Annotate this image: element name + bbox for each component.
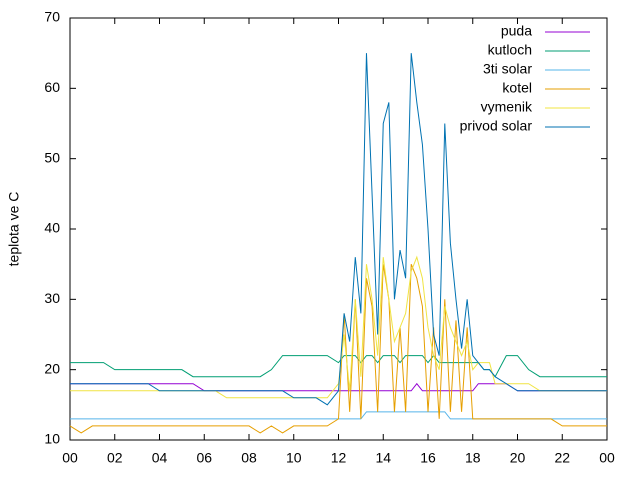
y-tick-label: 10 bbox=[44, 431, 60, 447]
series-line bbox=[69, 263, 607, 434]
legend-label: kotel bbox=[502, 80, 532, 96]
x-tick-label: 12 bbox=[331, 450, 347, 466]
series-line bbox=[70, 354, 607, 378]
series-line bbox=[70, 53, 607, 406]
legend-label: kutloch bbox=[488, 42, 532, 58]
x-tick-label: 02 bbox=[107, 450, 123, 466]
x-tick-label: 10 bbox=[286, 450, 302, 466]
legend-label: puda bbox=[501, 23, 532, 39]
legend-label: 3ti solar bbox=[483, 61, 532, 77]
y-tick-label: 30 bbox=[44, 290, 60, 306]
legend-label: privod solar bbox=[460, 118, 533, 134]
x-tick-label: 06 bbox=[196, 450, 212, 466]
y-tick-label: 40 bbox=[44, 220, 60, 236]
y-tick-label: 50 bbox=[44, 149, 60, 165]
x-tick-label: 22 bbox=[554, 450, 570, 466]
series-line bbox=[70, 255, 607, 399]
y-tick-label: 70 bbox=[44, 9, 60, 25]
x-tick-label: 00 bbox=[599, 450, 615, 466]
y-tick-label: 60 bbox=[44, 79, 60, 95]
legend-label: vymenik bbox=[481, 99, 533, 115]
x-tick-label: 20 bbox=[510, 450, 526, 466]
x-tick-label: 08 bbox=[241, 450, 257, 466]
series-line bbox=[70, 382, 607, 392]
x-tick-label: 00 bbox=[62, 450, 78, 466]
x-tick-label: 04 bbox=[152, 450, 168, 466]
x-tick-label: 18 bbox=[465, 450, 481, 466]
y-tick-label: 20 bbox=[44, 360, 60, 376]
y-axis-label: teplota ve C bbox=[6, 192, 22, 267]
x-tick-label: 14 bbox=[375, 450, 391, 466]
x-tick-label: 16 bbox=[420, 450, 436, 466]
